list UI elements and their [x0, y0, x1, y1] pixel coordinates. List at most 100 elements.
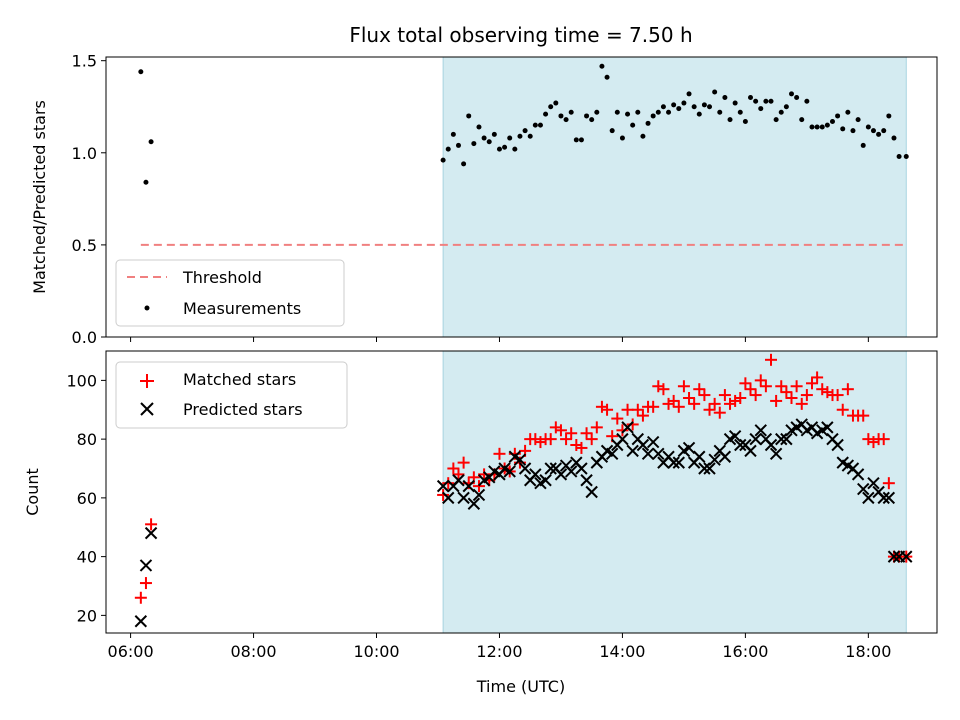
predicted-stars-point	[900, 550, 913, 563]
bottom-panel-ylabel: Count	[23, 468, 42, 516]
measurements-point	[855, 117, 861, 123]
measurements-point	[604, 74, 610, 80]
measurements-point	[717, 109, 723, 115]
matched-stars-point	[621, 403, 634, 416]
measurements-point	[783, 104, 789, 110]
matched-stars-point	[554, 424, 567, 437]
predicted-stars-point	[585, 485, 598, 499]
predicted-stars-point	[887, 550, 901, 563]
matched-stars-point	[841, 383, 854, 396]
matched-stars-point	[544, 433, 557, 446]
chart-title: Flux total observing time = 7.50 h	[349, 23, 692, 47]
top-ytick-label: 0.0	[72, 328, 97, 347]
predicted-stars-point	[529, 468, 542, 481]
matched-stars-point	[698, 389, 711, 402]
matched-stars-point	[790, 380, 803, 393]
measurements-point	[850, 128, 856, 134]
top-legend-measurements-swatch	[144, 305, 150, 311]
predicted-stars-point	[703, 462, 716, 475]
measurements-point	[589, 117, 595, 123]
predicted-stars-point	[831, 438, 844, 452]
predicted-stars-point	[698, 462, 711, 475]
predicted-stars-point	[144, 526, 158, 540]
measurements-point	[599, 63, 605, 69]
bottom-panel-frame	[105, 350, 938, 634]
predicted-stars-point	[780, 432, 793, 446]
bottom-xtick-label: 12:00	[476, 642, 522, 661]
predicted-stars-point	[467, 497, 481, 510]
matched-stars-point	[703, 403, 716, 416]
matched-stars-point	[677, 380, 690, 393]
matched-stars-point	[765, 353, 778, 366]
top-panel-yticks: 0.0 0.5 1.0 1.5	[72, 52, 106, 347]
measurements-point	[486, 139, 492, 145]
predicted-stars-point	[580, 474, 593, 487]
bottom-xtick-label: 16:00	[722, 642, 768, 661]
matched-stars-point	[575, 441, 588, 454]
bottom-legend-predicted-swatch	[140, 402, 154, 416]
bottom-xtick-label: 10:00	[353, 642, 399, 661]
matched-stars-point	[816, 383, 829, 396]
matched-stars-point	[626, 418, 639, 431]
predicted-stars-point	[764, 438, 778, 452]
measurements-point	[138, 69, 144, 75]
measurements-point	[148, 139, 154, 145]
measurements-point	[573, 137, 579, 143]
measurements-point	[676, 106, 682, 112]
predicted-stars-point	[652, 447, 665, 461]
bottom-legend-matched-swatch	[140, 374, 154, 388]
bottom-panel-points	[134, 353, 913, 628]
measurements-point	[517, 133, 523, 139]
predicted-stars-point	[867, 476, 880, 490]
measurements-point	[558, 113, 564, 119]
bottom-panel-xticks: 06:00 08:00 10:00 12:00 14:00 16:00 18:00	[108, 633, 891, 661]
matched-stars-point	[754, 374, 767, 387]
top-panel-ylabel: Matched/Predicted stars	[30, 100, 49, 294]
matched-stars-point	[857, 409, 870, 422]
predicted-stars-point	[882, 491, 896, 505]
top-legend-threshold-label: Threshold	[182, 268, 262, 287]
measurements-point	[829, 118, 835, 124]
measurements-point	[455, 142, 461, 148]
matched-stars-point	[134, 591, 147, 604]
matched-stars-point	[590, 421, 603, 434]
matched-stars-point	[672, 400, 685, 413]
predicted-stars-point	[734, 438, 747, 452]
measurements-point	[666, 109, 672, 115]
predicted-stars-point	[877, 491, 890, 505]
bottom-panel: 20 40 60 80 100 06:00 08:00 10:00 12:00 14:00 16:…	[23, 350, 938, 696]
matched-stars-point	[780, 386, 793, 399]
matched-stars-point	[862, 433, 875, 446]
measurements-point	[481, 135, 487, 141]
predicted-stars-point	[693, 450, 706, 463]
matched-stars-point	[657, 383, 670, 396]
matched-stars-point	[770, 394, 783, 407]
predicted-stars-point	[564, 465, 578, 478]
matched-stars-point	[667, 394, 680, 407]
measurements-point	[773, 117, 779, 123]
measurements-point	[722, 95, 728, 101]
predicted-stars-point	[744, 444, 757, 458]
bottom-ytick-label: 40	[77, 548, 97, 567]
measurements-point	[635, 109, 641, 115]
predicted-stars-point	[754, 424, 767, 437]
bottom-xtick-label: 14:00	[599, 642, 645, 661]
measurements-point	[691, 104, 697, 110]
predicted-stars-point	[518, 462, 532, 475]
measurements-point	[886, 113, 892, 119]
matched-stars-point	[565, 427, 578, 440]
measurements-point	[548, 104, 554, 110]
measurements-point	[737, 109, 743, 115]
predicted-stars-point	[636, 438, 650, 452]
measurements-point	[563, 117, 569, 123]
measurements-point	[532, 122, 538, 128]
matched-stars-point	[683, 392, 696, 404]
measurements-point	[512, 146, 518, 152]
matched-stars-point	[631, 403, 644, 416]
bottom-xtick-label: 08:00	[230, 642, 276, 661]
matched-stars-point	[580, 427, 593, 440]
measurements-point	[903, 153, 909, 159]
predicted-stars-point	[539, 474, 552, 487]
measurements-point	[727, 117, 733, 123]
